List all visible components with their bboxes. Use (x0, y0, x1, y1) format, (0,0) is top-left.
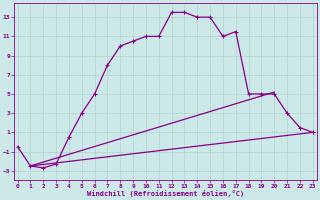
X-axis label: Windchill (Refroidissement éolien,°C): Windchill (Refroidissement éolien,°C) (87, 190, 244, 197)
